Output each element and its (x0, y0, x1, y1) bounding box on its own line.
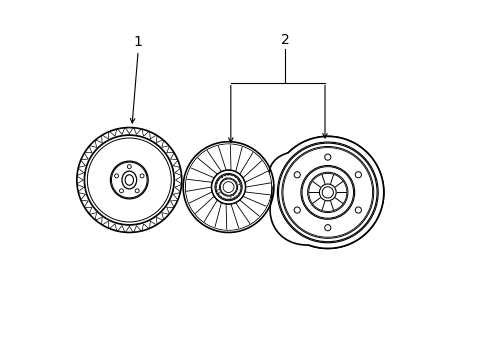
Text: 2: 2 (280, 33, 289, 47)
Circle shape (281, 147, 373, 238)
Circle shape (322, 187, 333, 198)
Circle shape (182, 141, 274, 233)
Circle shape (114, 174, 118, 178)
Circle shape (219, 178, 237, 196)
Circle shape (236, 181, 240, 185)
Circle shape (135, 189, 139, 193)
Polygon shape (268, 136, 383, 248)
Circle shape (307, 172, 347, 212)
Circle shape (319, 184, 336, 201)
Circle shape (110, 161, 148, 199)
Circle shape (324, 225, 330, 231)
Circle shape (140, 174, 144, 178)
Circle shape (355, 207, 361, 213)
Circle shape (230, 195, 234, 199)
Circle shape (76, 126, 183, 234)
Text: 1: 1 (133, 35, 142, 49)
Circle shape (222, 175, 226, 179)
Circle shape (294, 207, 300, 213)
Circle shape (355, 172, 361, 178)
Circle shape (211, 170, 245, 204)
Circle shape (119, 189, 123, 193)
Ellipse shape (122, 171, 136, 189)
Circle shape (215, 174, 242, 201)
Circle shape (127, 165, 131, 168)
Circle shape (216, 189, 220, 193)
Circle shape (277, 142, 377, 243)
Circle shape (84, 135, 174, 225)
Circle shape (263, 128, 391, 257)
Ellipse shape (125, 175, 133, 185)
Circle shape (294, 172, 300, 178)
Circle shape (300, 166, 354, 219)
Circle shape (84, 135, 174, 225)
Circle shape (223, 182, 234, 193)
Circle shape (324, 154, 330, 160)
Circle shape (185, 144, 271, 230)
